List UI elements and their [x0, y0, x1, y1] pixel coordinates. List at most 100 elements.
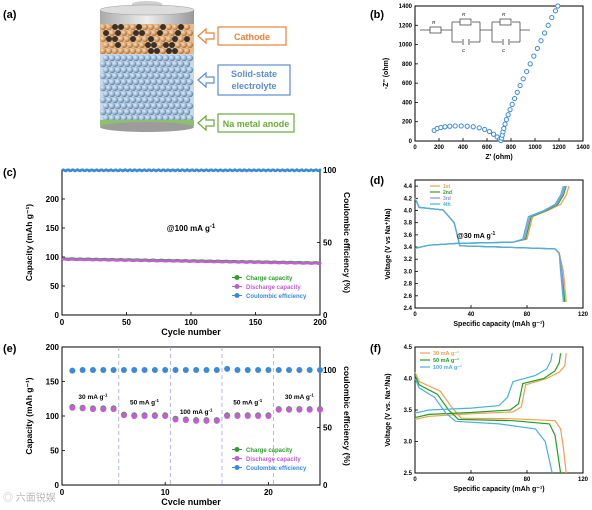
ce-point [69, 367, 76, 374]
ce-point [244, 367, 251, 373]
electrolyte-particle [186, 54, 194, 62]
battery-cap-top [99, 4, 195, 16]
electrolyte-particle [120, 102, 128, 110]
panel-label-b: (b) [370, 9, 384, 21]
electrolyte-particle [129, 72, 137, 80]
y-tick-label: 0 [55, 481, 60, 490]
electrolyte-particle [171, 108, 179, 116]
ce-point [317, 367, 323, 373]
equivalent-circuit-inset: R R R C C [420, 12, 530, 53]
electrolyte-particle [180, 102, 188, 110]
electrolyte-particle [129, 60, 137, 68]
ce-point [120, 367, 127, 373]
watermark: ◎ 六面锐娱 [3, 491, 56, 504]
y-tick-label: 3.0 [404, 269, 413, 275]
capacity-point [318, 262, 322, 265]
y-tick-label: 4.4 [404, 184, 413, 190]
ce-point [172, 367, 179, 373]
active-particle [175, 30, 181, 36]
electrolyte-particle [180, 78, 188, 86]
electrolyte-particle [186, 78, 194, 86]
y-tick-label: 2.6 [404, 294, 413, 300]
rate-segment-label: 50 mA g-1 [130, 398, 160, 407]
x-tick-label: 0 [413, 312, 417, 318]
electrolyte-particle [144, 102, 152, 110]
impedance-point [486, 128, 492, 135]
electrolyte-particle [184, 24, 190, 30]
electrolyte-particle [132, 90, 140, 98]
capacity-point [141, 413, 148, 419]
capacity-point [100, 406, 107, 413]
active-particle [115, 30, 121, 36]
arrow-left-icon [197, 27, 215, 45]
active-particle [184, 36, 190, 42]
electrolyte-particle [183, 108, 191, 116]
impedance-point [438, 124, 444, 131]
electrolyte-particle [105, 72, 113, 80]
x-tick-label: 80 [524, 477, 531, 483]
y-tick-label: 1400 [399, 4, 413, 10]
electrolyte-particle [168, 66, 176, 74]
arrow-left-icon [197, 71, 215, 89]
x-tick-label: 120 [578, 312, 589, 318]
x-tick-label: 40 [468, 312, 475, 318]
electrolyte-particle [162, 114, 170, 122]
electrolyte-particle [121, 30, 127, 36]
x-tick-label: 1000 [528, 145, 542, 151]
electrolyte-particle [129, 96, 137, 104]
ce-point [286, 367, 293, 373]
electrolyte-particle [132, 78, 140, 86]
electrolyte-particle [117, 108, 125, 116]
capacity-point [306, 406, 313, 413]
y-tick-label: 4.0 [404, 377, 413, 383]
rate-segment-label: 30 mA g-1 [78, 392, 108, 401]
charge-curve [414, 353, 553, 414]
electrolyte-particle [178, 48, 184, 54]
impedance-point [442, 124, 448, 130]
electrolyte-particle [123, 84, 131, 92]
electrolyte-particle [102, 102, 110, 110]
active-particle [166, 48, 172, 54]
impedance-point [512, 95, 518, 102]
legend-label: 3rd [443, 196, 451, 202]
electrolyte-particle [150, 102, 158, 110]
x-tick-label: 200 [434, 145, 445, 151]
electrolyte-particle [126, 114, 134, 122]
electrolyte-particle [111, 84, 119, 92]
electrolyte-particle [181, 30, 187, 36]
impedance-point [538, 38, 544, 44]
electrolyte-particle [135, 72, 143, 80]
ce-point [265, 367, 272, 373]
capacity-point [203, 417, 210, 424]
electrolyte-particle [102, 90, 110, 98]
electrolyte-particle [141, 108, 149, 116]
chart-d-voltage-profiles: 0 40 80 120 2.4 2.6 2.8 3.0 3.2 3.4 3.6 3.8 4.0 4.2 4.… [385, 179, 589, 328]
panel-label-d: (d) [370, 175, 384, 187]
electrolyte-particle [148, 24, 154, 30]
electrolyte-particle [144, 66, 152, 74]
circuit-label: C [502, 48, 506, 53]
electrolyte-particle [136, 48, 142, 54]
x-tick-label: 50 [122, 318, 131, 327]
capacity-point [286, 406, 293, 413]
electrolyte-particle [147, 84, 155, 92]
electrolyte-particle [150, 90, 158, 98]
electrolyte-particle [153, 84, 161, 92]
y-tick-label: 200 [46, 195, 60, 204]
capacity-point [193, 417, 200, 424]
callout-anode: Na metal anode [197, 113, 295, 133]
electrolyte-particle [114, 66, 122, 74]
ce-point [255, 367, 262, 373]
ce-point [193, 367, 200, 373]
impedance-point [534, 45, 541, 52]
electrolyte-particle [123, 108, 131, 116]
electrolyte-particle [165, 60, 173, 68]
capacity-point [317, 406, 323, 413]
impedance-point [502, 121, 508, 127]
y-tick-label: 150 [46, 378, 60, 387]
y-axis-label: Voltage (V vs Na⁺/Na) [385, 208, 392, 279]
x-tick-label: 150 [249, 318, 263, 327]
active-particle [163, 42, 169, 48]
